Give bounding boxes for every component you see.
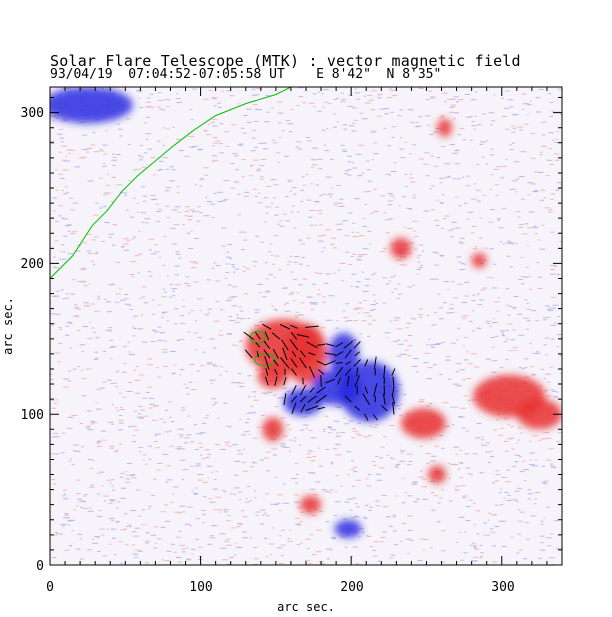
x-tick-label-300: 300: [491, 580, 514, 595]
positive-north-east: [390, 237, 412, 259]
y-tick-label-0: 0: [36, 559, 44, 574]
chart-title: Solar Flare Telescope (MTK) : vector mag…: [50, 52, 521, 70]
positive-east-extension: [516, 399, 562, 430]
flare-contour-limb: [50, 87, 292, 279]
y-axis-label: arc sec.: [1, 297, 15, 355]
positive-southern-tail: [257, 364, 288, 389]
positive-south: [299, 495, 322, 514]
x-tick-label-200: 200: [340, 580, 363, 595]
noise-positive: [50, 87, 562, 565]
field-noise-layer: [50, 87, 562, 565]
positive-mid-east: [400, 408, 447, 439]
positive-far-east-small: [427, 465, 447, 484]
negative-south: [334, 519, 362, 538]
positive-north-mid: [471, 252, 487, 268]
axis-ticks: [49, 87, 563, 566]
y-tick-label-100: 100: [21, 408, 44, 423]
negative-bridge: [328, 332, 359, 376]
x-tick-label-100: 100: [189, 580, 212, 595]
x-tick-label-0: 0: [46, 580, 54, 595]
y-tick-label-300: 300: [21, 106, 44, 121]
transverse-field-vectors: [243, 323, 396, 421]
negative-north-west-limb: [50, 87, 133, 124]
chart-subtitle: 93/04/19 07:04:52-07:05:58 UT E 8'42" N …: [50, 67, 442, 82]
flare-contour-spot: [254, 353, 277, 367]
y-tick-label-200: 200: [21, 257, 44, 272]
positive-lower-left: [262, 417, 284, 442]
noise-negative: [50, 87, 562, 565]
positive-north-far: [437, 118, 453, 137]
x-axis-label: arc sec.: [277, 600, 335, 614]
tick-marks: [49, 87, 563, 566]
magnetogram-layer: [50, 87, 562, 538]
contour-layer: [50, 87, 292, 367]
positive-center-east: [284, 323, 328, 385]
vector-layer: [243, 323, 396, 421]
